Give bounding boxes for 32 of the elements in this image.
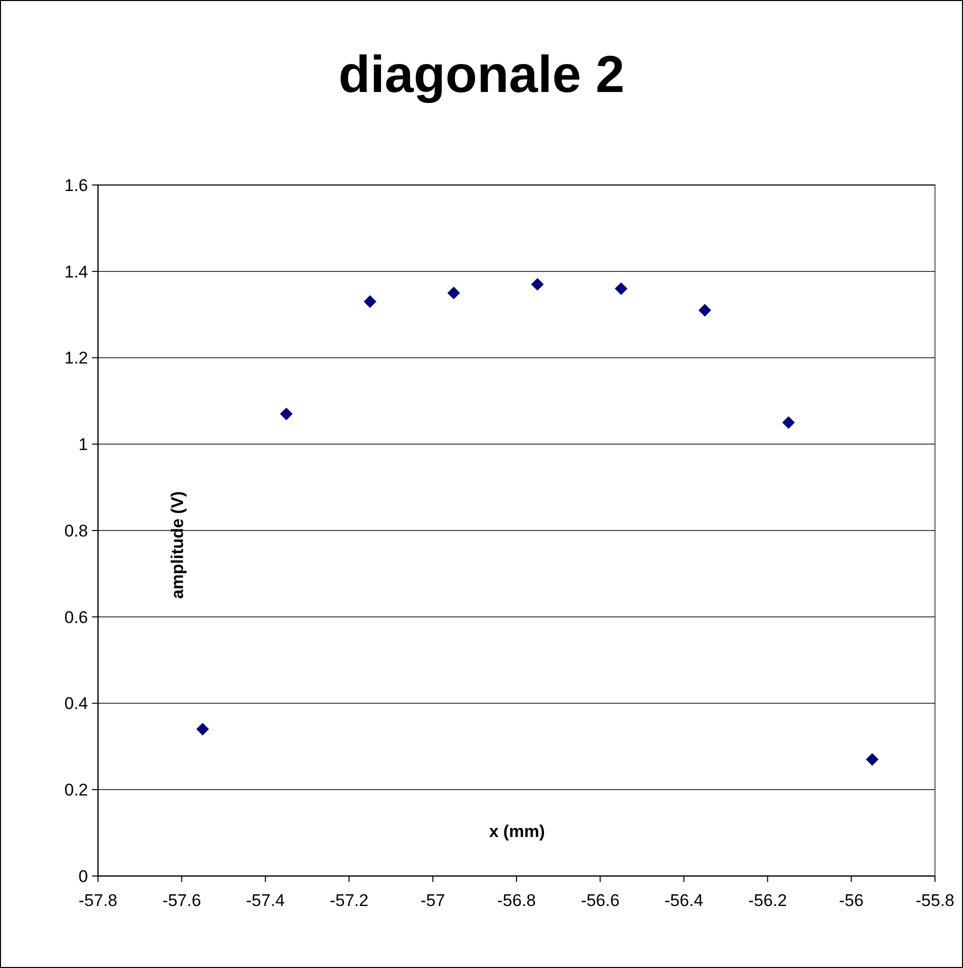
y-tick-label: 1.4 — [64, 262, 88, 282]
point — [280, 408, 293, 420]
y-tick-label: 0.4 — [64, 694, 88, 714]
point — [698, 304, 712, 317]
x-tick-label: -56.2 — [748, 891, 787, 910]
x-tick-label: -57.8 — [78, 891, 118, 910]
x-tick-label: -57.6 — [162, 891, 202, 910]
x-axis-title: x (mm) — [489, 822, 545, 841]
x-tick-label: -56.8 — [497, 891, 536, 910]
x-tick-label: -56.6 — [580, 891, 620, 910]
point — [531, 278, 544, 291]
x-tick-label: -57.2 — [330, 891, 368, 910]
x-tick-label: -57.4 — [246, 891, 285, 910]
y-tick-label: 1.2 — [64, 348, 88, 368]
x-tick-label: -56 — [839, 891, 864, 910]
y-tick-label: 0.2 — [64, 780, 88, 800]
x-tick-label: -56.4 — [664, 891, 704, 910]
x-tick-label: -57 — [420, 891, 446, 910]
y-tick-label: 1 — [78, 435, 88, 454]
y-tick-label: 0 — [78, 866, 88, 886]
y-tick-label: 1.6 — [64, 176, 88, 195]
point — [614, 282, 628, 295]
point — [782, 416, 795, 429]
point — [196, 722, 209, 736]
point — [447, 286, 460, 300]
y-tick-label: 0.8 — [64, 521, 88, 540]
y-tick-label: 0.6 — [64, 608, 88, 627]
x-tick-label: -55.8 — [916, 891, 954, 910]
chart-title: diagonale 2 — [338, 46, 625, 104]
point — [866, 753, 879, 766]
point — [364, 295, 376, 308]
y-axis-title: amplitude (V) — [168, 491, 187, 599]
